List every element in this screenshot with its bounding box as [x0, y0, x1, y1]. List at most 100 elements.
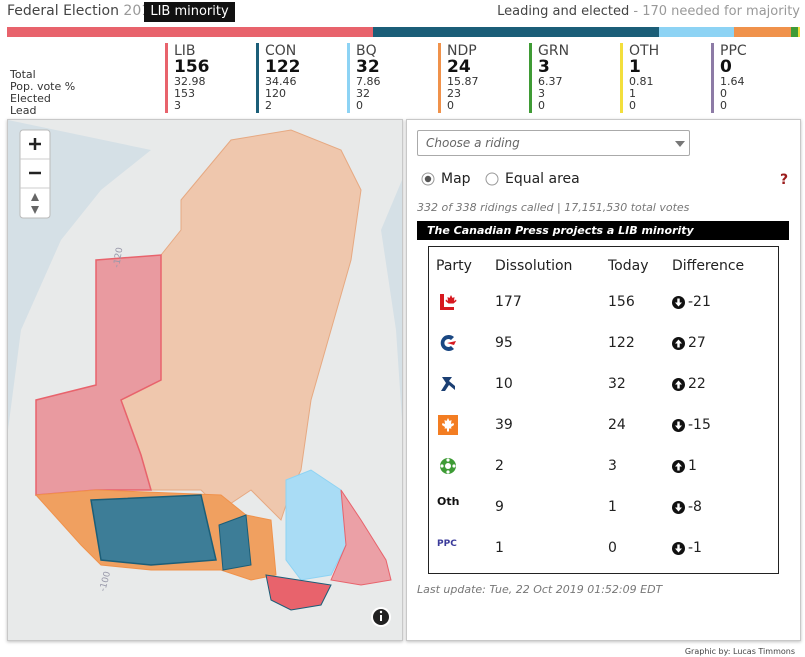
party-name: CON	[265, 43, 297, 59]
region-lib-south	[265, 574, 332, 611]
party-total: 24	[447, 57, 471, 77]
party-pop-vote: 7.86	[356, 75, 381, 88]
arrow-up	[672, 378, 685, 391]
arrow-down	[672, 542, 685, 555]
dissolution: 10	[495, 376, 513, 392]
radio-equal-area[interactable]	[485, 172, 499, 186]
party-column: CON 122 34.46 120 2	[256, 43, 301, 113]
arrow-down	[672, 296, 685, 309]
seat-segment	[7, 27, 373, 37]
arrow-down	[672, 419, 685, 432]
side-panel	[406, 119, 801, 641]
party-logo	[440, 294, 457, 310]
party-column: GRN 3 6.37 3 0	[529, 43, 569, 113]
party-elected: 120	[265, 87, 286, 100]
party-column: LIB 156 32.98 153 3	[165, 43, 210, 113]
arrow-up	[672, 460, 685, 473]
party-column: BQ 32 7.86 32 0	[347, 43, 381, 113]
row-label: Pop. vote %	[10, 80, 76, 93]
arrow-down	[672, 501, 685, 514]
difference: -1	[688, 540, 702, 556]
region-con-2	[218, 514, 252, 571]
party-name: NDP	[447, 43, 477, 59]
dissolution: 39	[495, 417, 513, 433]
radio-map[interactable]	[421, 172, 435, 186]
party-name: BQ	[356, 43, 377, 59]
dissolution: 2	[495, 458, 504, 474]
today: 156	[608, 294, 635, 310]
info-button[interactable]	[371, 607, 391, 627]
today: 0	[608, 540, 617, 556]
map-label: -120	[112, 246, 125, 268]
select-placeholder: Choose a riding	[426, 136, 520, 150]
column-header: Party	[436, 258, 472, 274]
party-elected: 32	[356, 87, 370, 100]
last-update: Last update: Tue, 22 Oct 2019 01:52:09 E…	[417, 583, 663, 596]
party-logo-text: Oth	[437, 495, 460, 508]
difference: -8	[688, 499, 702, 515]
difference: 27	[688, 335, 706, 351]
party-logo	[440, 458, 456, 474]
party-elected: 23	[447, 87, 461, 100]
map: -120 -100	[8, 120, 402, 640]
status-text: Leading and elected	[497, 4, 630, 19]
party-logo	[440, 335, 456, 351]
seat-segment	[734, 27, 791, 37]
called-text: 332 of 338 ridings called | 17,151,530 t…	[417, 201, 690, 214]
region-lib-west	[35, 254, 162, 496]
party-elected: 153	[174, 87, 195, 100]
zoom-controls	[19, 129, 51, 219]
party-column: PPC 0 1.64 0 0	[711, 43, 747, 113]
row-label: Total	[10, 68, 36, 81]
party-total: 1	[629, 57, 641, 77]
select-arrow	[675, 141, 685, 147]
party-total: 156	[174, 57, 210, 77]
dissolution: 177	[495, 294, 522, 310]
party-logo-text: PPC	[437, 539, 457, 549]
badge: LIB minority	[144, 2, 235, 22]
party-lead: 2	[265, 99, 272, 112]
radio-label: Equal area	[505, 171, 580, 187]
column-header: Dissolution	[495, 258, 573, 274]
region-con	[90, 494, 217, 566]
row-label: Elected	[10, 92, 51, 105]
seat-bar	[7, 27, 800, 37]
difference: 22	[688, 376, 706, 392]
today: 1	[608, 499, 617, 515]
help[interactable]: ?	[780, 172, 789, 188]
party-pop-vote: 0.81	[629, 75, 654, 88]
seat-segment	[659, 27, 735, 37]
title: Federal Election	[7, 3, 119, 19]
column-header: Today	[608, 258, 649, 274]
dissolution: 9	[495, 499, 504, 515]
seat-segment	[797, 27, 800, 37]
party-pop-vote: 15.87	[447, 75, 479, 88]
party-pop-vote: 32.98	[174, 75, 206, 88]
party-elected: 3	[538, 87, 545, 100]
credit: Graphic by: Lucas Timmons	[684, 647, 795, 656]
column-header: Difference	[672, 258, 745, 274]
map-panel: -120 -100	[7, 119, 403, 641]
region-lib-east	[330, 489, 392, 586]
compass[interactable]	[31, 193, 39, 214]
results-table	[428, 246, 779, 574]
arrow-up	[672, 337, 685, 350]
seat-segment	[373, 27, 660, 37]
party-pop-vote: 6.37	[538, 75, 563, 88]
riding-select[interactable]: Choose a riding	[417, 130, 690, 156]
party-lead: 0	[720, 99, 727, 112]
difference: -21	[688, 294, 711, 310]
today: 32	[608, 376, 626, 392]
party-logo	[438, 415, 458, 435]
party-pop-vote: 1.64	[720, 75, 745, 88]
party-total: 32	[356, 57, 380, 77]
row-label: Lead	[10, 104, 37, 117]
today: 24	[608, 417, 626, 433]
difference: -15	[688, 417, 711, 433]
party-name: GRN	[538, 43, 570, 59]
party-name: LIB	[174, 43, 196, 59]
party-lead: 0	[447, 99, 454, 112]
zoom-in[interactable]	[29, 138, 41, 150]
party-total: 0	[720, 57, 732, 77]
party-name: PPC	[720, 43, 747, 59]
